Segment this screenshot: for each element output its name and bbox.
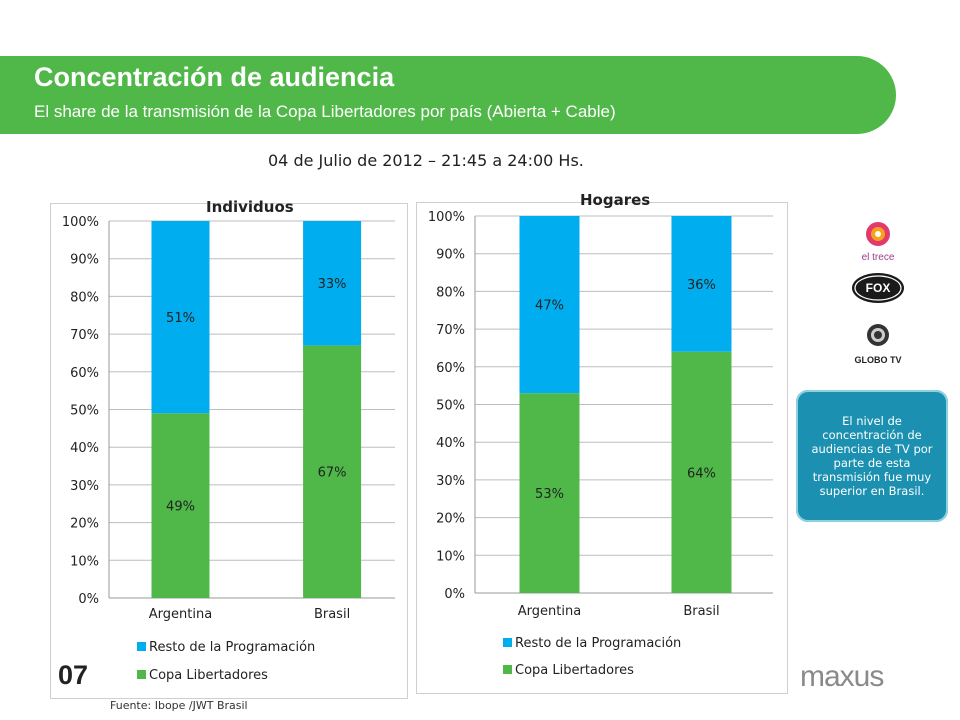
legend-copa-label: Copa Libertadores xyxy=(149,668,268,683)
legend-resto-label: Resto de la Programación xyxy=(515,636,681,651)
el-trece-logo: el trece xyxy=(862,222,895,263)
legend-copa-swatch xyxy=(503,665,512,674)
y-tick-label: 20% xyxy=(436,512,465,527)
x-category-label: Argentina xyxy=(518,604,581,619)
legend-copa-swatch xyxy=(137,670,146,679)
bar-resto-brasil xyxy=(671,216,732,352)
data-label-copa: 64% xyxy=(687,466,716,481)
y-tick-label: 100% xyxy=(428,210,465,225)
bar-copa-brasil xyxy=(671,351,732,593)
bar-resto-brasil xyxy=(303,221,362,346)
x-category-label: Brasil xyxy=(314,607,350,622)
data-label-resto: 33% xyxy=(318,277,347,292)
chart-individuos-frame: 0% 10% 20% 30% 40% 50% 60% 70% 80% 90% 100% 49% 51% A… xyxy=(50,203,408,699)
chart-hogares-frame: 0% 10% 20% 30% 40% 50% 60% 70% 80% 90% 100% 53% 47% A… xyxy=(416,202,788,694)
insight-callout: El nivel de concentración de audiencias … xyxy=(796,390,948,522)
y-tick-label: 10% xyxy=(436,549,465,564)
page-number: 07 xyxy=(58,660,89,690)
source-note: Fuente: Ibope /JWT Brasil xyxy=(110,699,248,712)
data-label-resto: 51% xyxy=(166,311,195,326)
y-tick-label: 30% xyxy=(70,479,99,494)
globo-tv-logo-text: GLOBO TV xyxy=(855,355,902,365)
y-tick-label: 70% xyxy=(70,328,99,343)
y-tick-label: 50% xyxy=(70,404,99,419)
page-subtitle: El share de la transmisión de la Copa Li… xyxy=(34,102,616,121)
y-tick-label: 40% xyxy=(70,441,99,456)
legend-resto-swatch xyxy=(137,642,146,651)
y-tick-label: 70% xyxy=(436,323,465,338)
y-tick-label: 80% xyxy=(70,290,99,305)
data-label-resto: 36% xyxy=(687,278,716,293)
legend-resto-label: Resto de la Programación xyxy=(149,640,315,655)
broadcaster-logos-svg: el trece FOX GLOBO TV xyxy=(852,222,904,365)
fox-sports-logo: FOX xyxy=(852,273,904,303)
globo-tv-logo: GLOBO TV xyxy=(855,324,902,365)
chart-hogares: 0% 10% 20% 30% 40% 50% 60% 70% 80% 90% 100% 53% 47% A… xyxy=(428,210,773,678)
bar-resto-argentina xyxy=(519,216,580,394)
bar-copa-argentina xyxy=(151,413,210,598)
chart-hogares-title: Hogares xyxy=(580,191,651,209)
y-tick-label: 0% xyxy=(444,587,465,602)
legend-resto-swatch xyxy=(503,638,512,647)
title-banner: Concentración de audiencia El share de l… xyxy=(0,56,896,134)
y-tick-label: 80% xyxy=(436,285,465,300)
y-tick-label: 30% xyxy=(436,474,465,489)
x-category-label: Argentina xyxy=(149,607,212,622)
y-tick-label: 0% xyxy=(78,592,99,607)
y-tick-label: 50% xyxy=(436,399,465,414)
fox-sports-logo-text: FOX xyxy=(866,281,891,295)
y-tick-label: 90% xyxy=(70,253,99,268)
y-tick-label: 60% xyxy=(436,361,465,376)
y-tick-label: 100% xyxy=(62,215,99,230)
el-trece-logo-text: el trece xyxy=(862,252,895,263)
data-label-copa: 53% xyxy=(535,487,564,502)
x-category-label: Brasil xyxy=(683,604,719,619)
data-label-copa: 67% xyxy=(318,466,347,481)
data-label-copa: 49% xyxy=(166,500,195,515)
chart-individuos: 0% 10% 20% 30% 40% 50% 60% 70% 80% 90% 100% 49% 51% A… xyxy=(62,215,395,683)
maxus-logo: maxus xyxy=(800,660,884,693)
date-time-line: 04 de Julio de 2012 – 21:45 a 24:00 Hs. xyxy=(268,151,584,170)
bar-copa-argentina xyxy=(519,393,580,593)
legend-copa-label: Copa Libertadores xyxy=(515,663,634,678)
broadcaster-logos: el trece FOX GLOBO TV xyxy=(848,220,922,384)
y-tick-label: 10% xyxy=(70,554,99,569)
y-tick-label: 60% xyxy=(70,366,99,381)
y-tick-label: 20% xyxy=(70,517,99,532)
bar-resto-argentina xyxy=(151,221,210,414)
data-label-resto: 47% xyxy=(535,299,564,314)
page-title: Concentración de audiencia xyxy=(34,62,395,92)
insight-callout-text: El nivel de concentración de audiencias … xyxy=(811,414,933,498)
y-tick-label: 40% xyxy=(436,436,465,451)
bar-copa-brasil xyxy=(303,345,362,598)
chart-individuos-title: Individuos xyxy=(206,198,294,216)
y-tick-label: 90% xyxy=(436,248,465,263)
